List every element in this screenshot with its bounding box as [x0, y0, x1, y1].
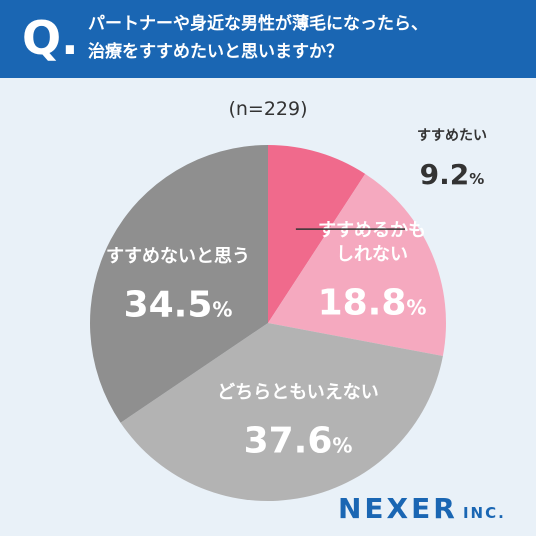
- pie-slice-4: [89, 145, 268, 423]
- pie-slice-1: [268, 145, 366, 323]
- slice-label-3: どちらともいえない: [217, 382, 379, 403]
- question-mark: Q.: [22, 11, 79, 65]
- slice-label-1: すすめたい: [417, 128, 487, 144]
- question-header: Q. パートナーや身近な男性が薄毛になったら、 治療をすすめたいと思いますか？: [0, 0, 536, 78]
- brand-logo: NEXER INC.: [338, 492, 506, 525]
- slice-value-2: 18.8%: [318, 283, 427, 324]
- pie-slice-2: [268, 173, 446, 357]
- question-text-line-2: 治療をすすめたいと思いますか？: [88, 42, 343, 62]
- slice-value-4: 34.5%: [124, 285, 233, 326]
- brand-name: NEXER: [338, 492, 458, 525]
- slice-value-1: 9.2%: [420, 158, 485, 191]
- slice-label-4: すすめないと思う: [106, 246, 250, 267]
- question-text-line-1: パートナーや身近な男性が薄毛になったら、: [88, 14, 428, 34]
- slice-value-3: 37.6%: [244, 421, 353, 462]
- pie-slice-3: [120, 323, 443, 502]
- slice-label-2-line-1: すすめるかも: [318, 220, 426, 241]
- sample-size: (n=229): [228, 98, 308, 120]
- slice-label-2-line-2: しれない: [336, 244, 408, 265]
- brand-suffix: INC.: [462, 504, 506, 522]
